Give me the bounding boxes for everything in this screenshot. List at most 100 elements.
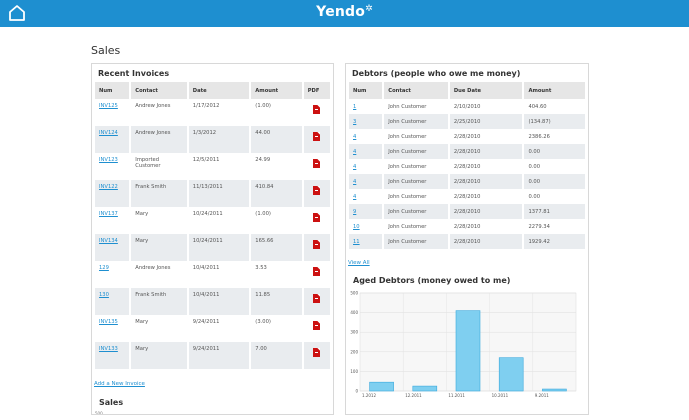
x-tick-label: 10.2011 [492,393,509,398]
amount-cell: 2386.26 [524,129,587,144]
debtor-link[interactable]: 4 [353,133,357,140]
view-all-link[interactable]: View All [348,260,370,266]
date-cell: 10/4/2011 [189,261,252,288]
table-row: INV133 Mary 9/24/2011 7.00 [95,342,332,369]
pdf-cell [304,207,332,234]
pdf-icon[interactable] [313,267,321,276]
invoice-link[interactable]: INV123 [99,157,118,163]
y-tick-label: 500 [350,291,358,296]
amount-cell: 1377.81 [524,204,587,219]
y-tick-label: 0 [355,389,358,394]
date-cell: 9/24/2011 [188,342,252,369]
col-contact: Contact [131,82,189,99]
app-logo[interactable]: Yendo✲ [316,4,373,20]
col-pdf: PDF [303,82,332,99]
amount-cell: 2279.34 [524,219,587,234]
page-title: Sales [91,44,121,57]
table-row: INV137 Mary 10/24/2011 (1.00) [95,207,332,234]
invoice-link[interactable]: INV124 [99,130,118,136]
contact-cell: Andrew Jones [131,126,189,153]
contact-cell: Mary [131,234,189,261]
table-row: INV123 Imported Customer 12/5/2011 24.99 [95,153,332,180]
date-cell: 12/5/2011 [189,153,252,180]
invoice-link[interactable]: INV134 [99,238,118,244]
debtor-link[interactable]: 4 [353,193,357,200]
table-row: INV122 Frank Smith 11/13/2011 410.84 [95,180,332,207]
x-tick-label: 11.2011 [448,393,465,398]
debtor-link[interactable]: 1 [353,103,357,110]
recent-invoices-title: Recent Invoices [98,69,170,78]
invoice-link[interactable]: INV125 [99,103,118,109]
due-date-cell: 2/28/2010 [450,189,525,204]
debtor-link[interactable]: 11 [353,238,360,245]
table-row: 4 John Customer 2/28/2010 0.00 [349,189,587,204]
invoice-link[interactable]: 130 [99,292,109,298]
debtor-num-cell: 4 [349,189,385,204]
contact-cell: Andrew Jones [131,99,189,126]
table-row: 4 John Customer 2/28/2010 0.00 [349,144,587,159]
contact-cell: John Customer [384,204,450,219]
aged-debtors-chart: 0 100 200 300 400 500 1.2012 12.2011 11.2011 10.2… [350,291,577,398]
contact-cell: John Customer [384,234,450,249]
table-row: 4 John Customer 2/28/2010 0.00 [349,159,587,174]
debtor-link[interactable]: 9 [353,208,357,215]
bar [542,388,567,392]
table-row: INV125 Andrew Jones 1/17/2012 (1.00) [95,99,332,126]
invoice-link[interactable]: INV133 [99,346,118,352]
recent-invoices-panel: Recent Invoices Num Contact Date Amount … [91,63,334,415]
contact-cell: Imported Customer [131,153,189,180]
debtor-link[interactable]: 4 [353,163,357,170]
pdf-icon[interactable] [313,132,321,141]
col-date: Date [188,82,252,99]
table-row: INV135 Mary 9/24/2011 (3.00) [95,315,332,342]
add-invoice-link[interactable]: Add a New Invoice [94,381,145,387]
table-row: 4 John Customer 2/28/2010 0.00 [349,174,587,189]
invoice-link[interactable]: 129 [99,265,109,271]
date-cell: 10/4/2011 [188,288,252,315]
contact-cell: John Customer [384,99,450,114]
x-tick-label: 9.2011 [535,393,549,398]
pdf-icon[interactable] [313,213,321,222]
amount-cell: 0.00 [524,174,587,189]
sales-chart-title: Sales [99,398,124,407]
pdf-icon[interactable] [313,321,321,330]
amount-cell: (1.00) [251,207,304,234]
amount-cell: (1.00) [251,99,304,126]
contact-cell: Mary [131,342,189,369]
pdf-icon[interactable] [313,186,321,195]
bar [455,310,481,392]
due-date-cell: 2/10/2010 [450,99,525,114]
pdf-cell [304,153,332,180]
pdf-icon[interactable] [313,240,321,249]
due-date-cell: 2/28/2010 [449,144,525,159]
date-cell: 11/13/2011 [188,180,252,207]
debtor-num-cell: 10 [349,219,385,234]
invoice-link[interactable]: INV122 [99,184,118,190]
pdf-icon[interactable] [313,159,321,168]
due-date-cell: 2/28/2010 [450,219,525,234]
amount-cell: 44.00 [251,126,304,153]
due-date-cell: 2/28/2010 [449,234,525,249]
debtor-link[interactable]: 4 [353,178,357,185]
pdf-icon[interactable] [313,294,321,303]
col-contact: Contact [384,82,450,99]
invoice-link[interactable]: INV137 [99,211,118,217]
home-icon[interactable] [7,3,27,23]
debtor-link[interactable]: 4 [353,148,357,155]
pdf-icon[interactable] [313,348,321,357]
debtor-num-cell: 11 [349,234,385,249]
table-row: 129 Andrew Jones 10/4/2011 3.53 [95,261,332,288]
debtor-link[interactable]: 3 [353,118,357,125]
table-row: 9 John Customer 2/28/2010 1377.81 [349,204,587,219]
contact-cell: John Customer [384,114,450,129]
due-date-cell: 2/28/2010 [450,159,525,174]
y-tick-label: 300 [350,330,358,335]
amount-cell: 0.00 [524,144,587,159]
debtors-table: Num Contact Due Date Amount 1 John Custom… [349,82,587,249]
date-cell: 10/24/2011 [189,207,252,234]
debtor-link[interactable]: 10 [353,223,360,230]
invoice-link[interactable]: INV135 [99,319,118,325]
pdf-icon[interactable] [313,105,321,114]
invoice-num-cell: INV124 [95,126,132,153]
due-date-cell: 2/28/2010 [449,204,525,219]
